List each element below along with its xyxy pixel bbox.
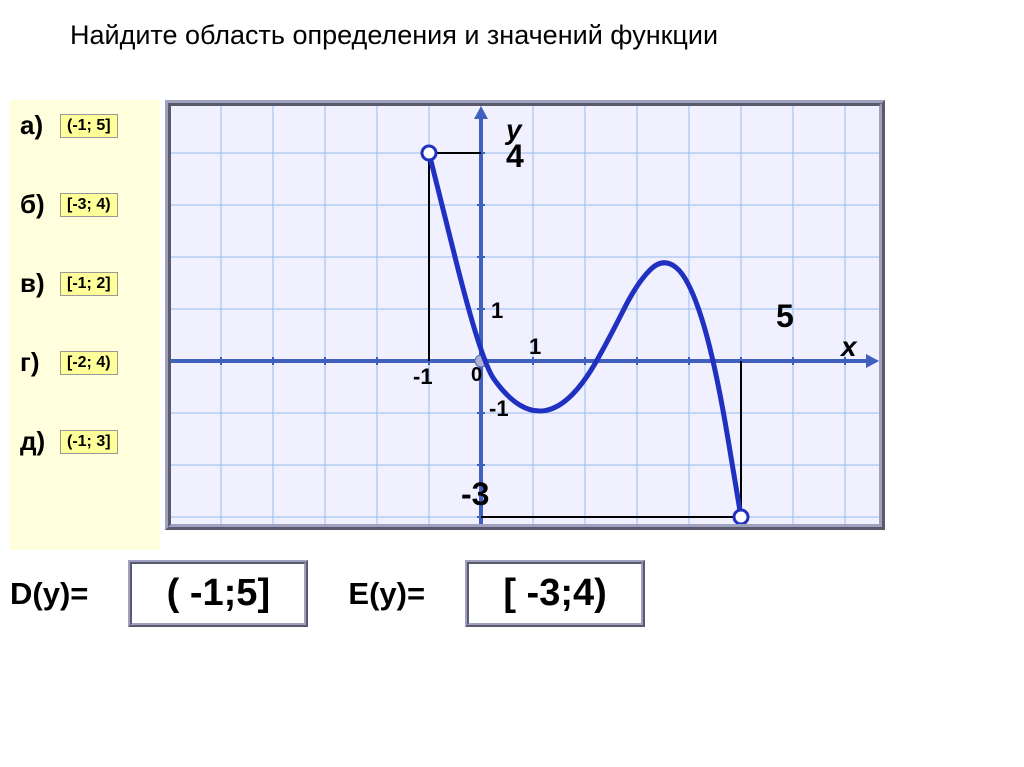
option-g[interactable]: г) [-2; 4) — [20, 347, 150, 378]
answer-row: D(y)= ( -1;5] E(y)= [ -3;4) — [10, 560, 645, 627]
option-value: [-3; 4) — [60, 193, 118, 217]
domain-label: D(y)= — [10, 576, 88, 612]
options-panel: а) (-1; 5] б) [-3; 4) в) [-1; 2] г) [-2;… — [10, 100, 160, 550]
y-tick-4: 4 — [506, 138, 524, 175]
option-value: [-2; 4) — [60, 351, 118, 375]
function-chart: y x 4 -3 5 1 1 -1 -1 0 — [165, 100, 885, 530]
tick-neg1-x: -1 — [413, 364, 433, 390]
option-value: (-1; 5] — [60, 114, 118, 138]
option-value: (-1; 3] — [60, 430, 118, 454]
page-title: Найдите область определения и значений ф… — [70, 20, 718, 51]
range-answer: [ -3;4) — [465, 560, 645, 627]
option-letter: а) — [20, 110, 52, 141]
tick-1-x: 1 — [529, 334, 541, 360]
y-tick-neg3: -3 — [461, 476, 489, 513]
option-b[interactable]: б) [-3; 4) — [20, 189, 150, 220]
option-d[interactable]: д) (-1; 3] — [20, 426, 150, 457]
option-a[interactable]: а) (-1; 5] — [20, 110, 150, 141]
range-label: E(y)= — [348, 576, 425, 612]
option-letter: д) — [20, 426, 52, 457]
option-v[interactable]: в) [-1; 2] — [20, 268, 150, 299]
x-tick-5: 5 — [776, 298, 794, 335]
chart-svg — [171, 106, 879, 524]
option-value: [-1; 2] — [60, 272, 118, 296]
origin-label: 0 — [471, 364, 482, 387]
tick-neg1-y: -1 — [489, 396, 509, 422]
option-letter: г) — [20, 347, 52, 378]
option-letter: в) — [20, 268, 52, 299]
tick-1-y: 1 — [491, 298, 503, 324]
option-letter: б) — [20, 189, 52, 220]
domain-answer: ( -1;5] — [128, 560, 308, 627]
x-axis-label: x — [841, 331, 857, 363]
